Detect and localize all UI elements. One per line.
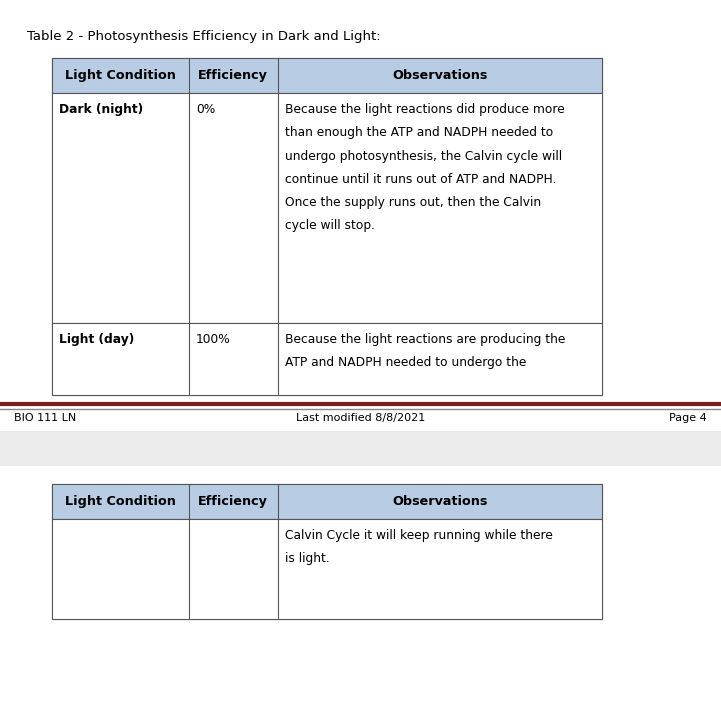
Text: Once the supply runs out, then the Calvin: Once the supply runs out, then the Calvi… (285, 196, 541, 209)
Text: Calvin Cycle it will keep running while there: Calvin Cycle it will keep running while … (285, 529, 553, 542)
FancyBboxPatch shape (52, 519, 602, 619)
Text: Because the light reactions are producing the: Because the light reactions are producin… (285, 333, 565, 346)
FancyBboxPatch shape (52, 58, 602, 395)
FancyBboxPatch shape (52, 484, 602, 619)
Text: Page 4: Page 4 (669, 413, 707, 423)
Text: Observations: Observations (392, 495, 487, 508)
FancyBboxPatch shape (52, 323, 602, 395)
Text: continue until it runs out of ATP and NADPH.: continue until it runs out of ATP and NA… (285, 173, 556, 186)
Text: cycle will stop.: cycle will stop. (285, 219, 375, 232)
FancyBboxPatch shape (0, 431, 721, 466)
Text: Dark (night): Dark (night) (59, 103, 143, 116)
Text: Light Condition: Light Condition (65, 495, 176, 508)
FancyBboxPatch shape (52, 484, 602, 519)
Text: Efficiency: Efficiency (198, 69, 268, 82)
Text: than enough the ATP and NADPH needed to: than enough the ATP and NADPH needed to (285, 126, 553, 139)
FancyBboxPatch shape (52, 93, 602, 323)
Text: Last modified 8/8/2021: Last modified 8/8/2021 (296, 413, 425, 423)
Text: Light Condition: Light Condition (65, 69, 176, 82)
Text: Efficiency: Efficiency (198, 495, 268, 508)
Text: 100%: 100% (196, 333, 231, 346)
Text: 0%: 0% (196, 103, 216, 116)
FancyBboxPatch shape (52, 58, 602, 93)
Text: ATP and NADPH needed to undergo the: ATP and NADPH needed to undergo the (285, 356, 526, 370)
Text: Light (day): Light (day) (59, 333, 134, 346)
Text: Observations: Observations (392, 69, 487, 82)
Text: BIO 111 LN: BIO 111 LN (14, 413, 76, 423)
Text: Because the light reactions did produce more: Because the light reactions did produce … (285, 103, 565, 116)
Text: undergo photosynthesis, the Calvin cycle will: undergo photosynthesis, the Calvin cycle… (285, 150, 562, 163)
Text: is light.: is light. (285, 552, 329, 566)
Text: Table 2 - Photosynthesis Efficiency in Dark and Light:: Table 2 - Photosynthesis Efficiency in D… (27, 30, 381, 44)
